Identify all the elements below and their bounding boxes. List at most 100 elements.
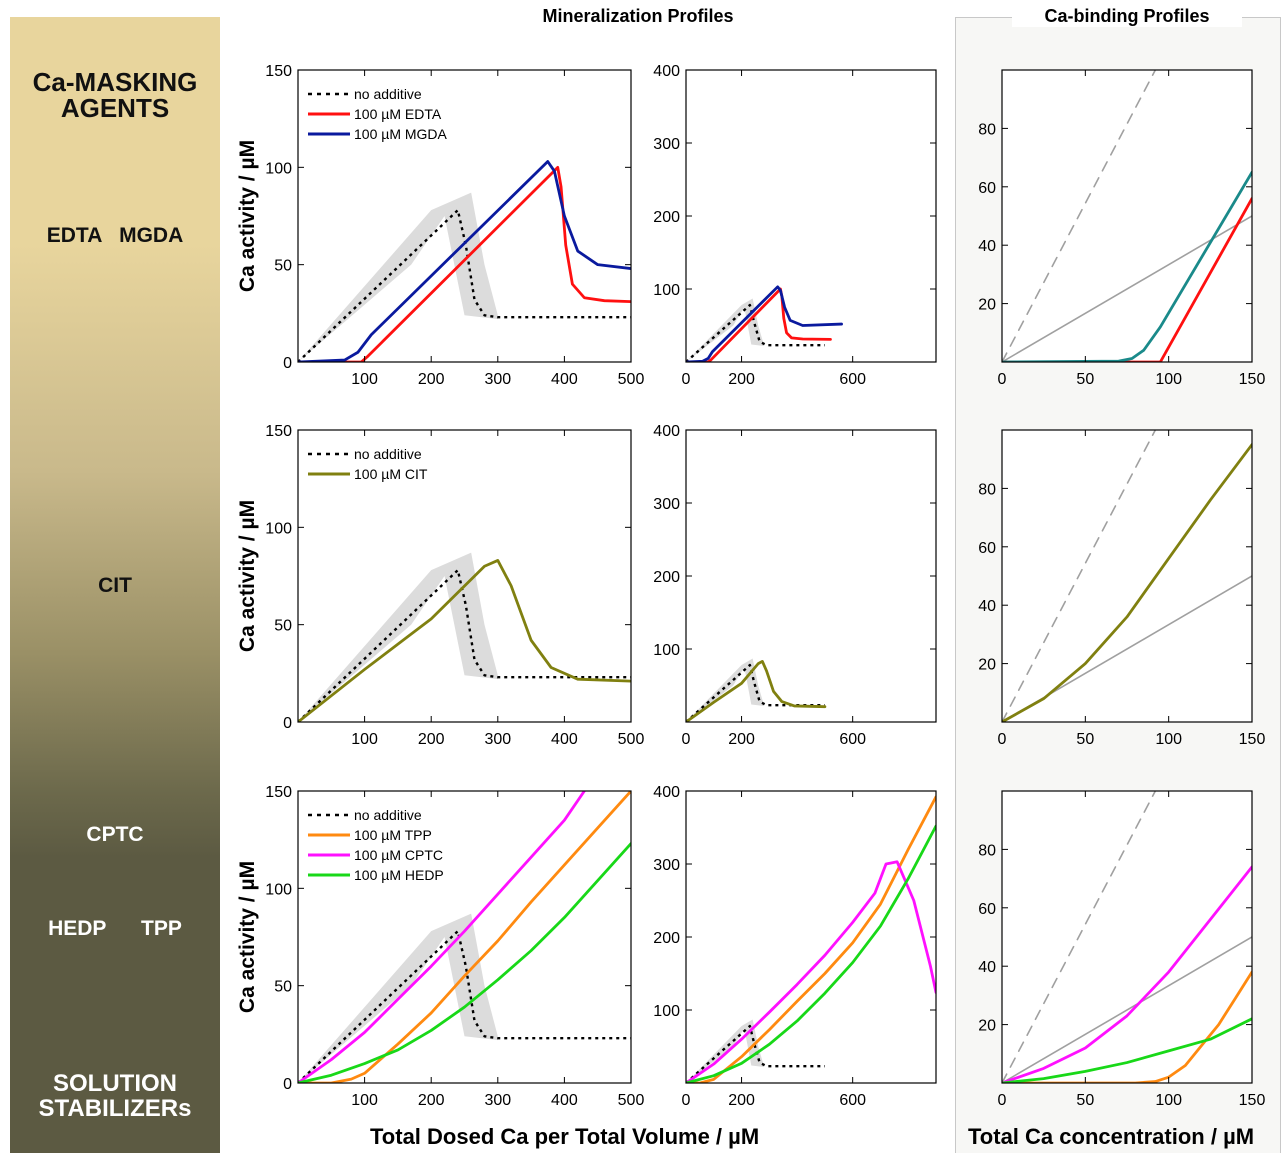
plot-frame: [1001, 69, 1253, 363]
x-axis-title-total: Total Ca concentration / µM: [968, 1124, 1255, 1149]
plot-frame: [297, 790, 632, 1084]
series-line-no-additive: [298, 568, 631, 722]
legend-label: 100 µM CIT: [354, 466, 428, 482]
x-tick-label: 0: [682, 731, 691, 748]
series-line-100-m-cit: [298, 559, 631, 722]
y-tick-label: 20: [978, 1018, 996, 1035]
plot-frame: [297, 429, 632, 723]
x-tick-label: 300: [484, 1092, 511, 1109]
x-tick-label: 600: [839, 371, 866, 388]
legend-label: 100 µM TPP: [354, 827, 432, 843]
series-line-100-m-cit: [686, 660, 827, 722]
y-axis-title: Ca activity / µM: [236, 500, 259, 652]
y-tick-label: 80: [978, 481, 996, 498]
y-tick-label: 100: [265, 520, 292, 537]
x-tick-label: 100: [351, 731, 378, 748]
data-layer: [686, 285, 843, 362]
x-tick-label: 50: [1076, 1092, 1094, 1109]
y-tick-label: 80: [978, 121, 996, 138]
y-tick-label: 400: [653, 423, 680, 440]
uncertainty-band: [298, 552, 498, 722]
chart-row1-left: 0 50 100 150 100 200 300 400 500 Ca activity / µM…: [236, 63, 644, 388]
mineralization-heading: Mineralization Profiles: [500, 6, 776, 27]
x-tick-label: 150: [1239, 1092, 1266, 1109]
y-tick-label: 100: [653, 642, 680, 659]
x-tick-label: 200: [728, 731, 755, 748]
row1-agents-label: EDTA MGDA: [46, 224, 184, 247]
data-layer: [1002, 430, 1252, 722]
x-tick-label: 0: [682, 371, 691, 388]
chart-row1-right: 20 40 60 80 0 50 100 150: [978, 69, 1265, 388]
series-line-reference-solid: [1002, 936, 1252, 1083]
y-tick-label: 100: [653, 1003, 680, 1020]
series-line-no-additive: [298, 929, 631, 1083]
plot-area: [686, 430, 936, 722]
series-line-no-additive: [686, 303, 825, 362]
series-line-100-m-tpp: [686, 795, 936, 1083]
chart-row3-right: 20 40 60 80 0 50 100 150: [978, 790, 1266, 1109]
uncertainty-band: [686, 1019, 764, 1083]
y-tick-label: 50: [274, 979, 292, 996]
legend-label: no additive: [354, 807, 422, 823]
y-tick-label: 100: [265, 160, 292, 177]
series-line-hedp: [1002, 1017, 1252, 1083]
y-tick-label: 60: [978, 180, 996, 197]
y-tick-label: 200: [653, 209, 680, 226]
y-tick-label: 40: [978, 959, 996, 976]
series-line-no-additive: [686, 663, 825, 722]
data-layer: [1002, 70, 1252, 362]
series-line-mgda: [1002, 170, 1252, 362]
series-line-100-m-mgda: [298, 160, 631, 362]
y-tick-label: 150: [265, 784, 292, 801]
x-tick-label: 200: [728, 371, 755, 388]
y-tick-label: 300: [653, 496, 680, 513]
row2-agents-label: CIT: [98, 574, 132, 597]
uncertainty-band: [686, 298, 764, 362]
x-tick-label: 100: [351, 1092, 378, 1109]
legend-label: no additive: [354, 86, 422, 102]
x-tick-label: 100: [1155, 371, 1182, 388]
plot-area: [1002, 791, 1252, 1083]
x-tick-label: 200: [418, 371, 445, 388]
series-line-no-additive: [298, 208, 631, 362]
plot-area: [1002, 70, 1252, 362]
masking-title-line2: AGENTS: [60, 93, 170, 123]
masking-title-line1: Ca-MASKING: [32, 67, 198, 97]
series-line-100-m-cptc: [686, 860, 936, 1083]
stabilizers-title-line1: SOLUTION: [53, 1070, 177, 1097]
row3-agents-label: HEDP TPP: [48, 917, 182, 940]
x-tick-label: 200: [418, 1092, 445, 1109]
y-tick-label: 0: [283, 1076, 292, 1093]
series-line-100-m-cptc: [298, 791, 586, 1083]
data-layer: [686, 795, 936, 1083]
y-tick-label: 60: [978, 540, 996, 557]
plot-frame: [297, 69, 632, 363]
y-tick-label: 40: [978, 238, 996, 255]
y-axis-title: Ca activity / µM: [236, 861, 259, 1013]
legend-label: 100 µM EDTA: [354, 106, 442, 122]
x-tick-label: 100: [351, 371, 378, 388]
category-sidebar: Ca-MASKING AGENTS EDTA MGDA CIT CPTC HED…: [10, 17, 220, 1153]
y-tick-label: 100: [653, 282, 680, 299]
data-layer: [298, 552, 631, 722]
y-axis-title: Ca activity / µM: [236, 140, 259, 292]
y-tick-label: 50: [274, 258, 292, 275]
x-tick-label: 50: [1076, 371, 1094, 388]
row3-agent-cptc-label: CPTC: [86, 823, 144, 846]
y-tick-label: 20: [978, 297, 996, 314]
series-line-100-m-hedp: [298, 842, 631, 1083]
series-line-cptc: [1002, 865, 1252, 1083]
series-line-reference-dashed: [1002, 791, 1157, 1083]
y-tick-label: 300: [653, 857, 680, 874]
x-tick-label: 500: [618, 1092, 645, 1109]
y-tick-label: 50: [274, 618, 292, 635]
chart-row2-left: 0 50 100 150 100 200 300 400 500 Ca activity / µM…: [236, 423, 644, 748]
uncertainty-band: [298, 192, 498, 362]
x-tick-label: 500: [618, 731, 645, 748]
y-tick-label: 60: [978, 901, 996, 918]
x-tick-label: 0: [998, 731, 1007, 748]
x-axis-title-dosed: Total Dosed Ca per Total Volume / µM: [370, 1124, 760, 1149]
chart-row2-mid: 100 200 300 400 0 200 600: [653, 423, 937, 748]
y-tick-label: 100: [265, 881, 292, 898]
chart-row3-mid: 100 200 300 400 0 200 600: [653, 784, 937, 1109]
